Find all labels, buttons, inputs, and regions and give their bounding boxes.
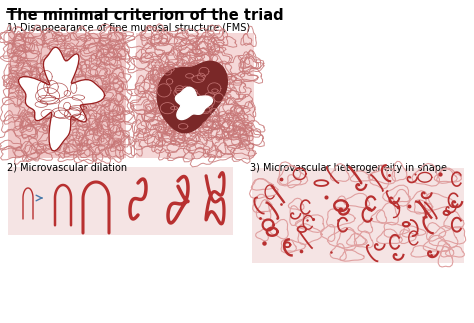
Bar — [8, 33, 126, 158]
Text: The minimal criterion of the triad: The minimal criterion of the triad — [7, 8, 283, 23]
Text: 3) Microvascular heterogeneity in shape: 3) Microvascular heterogeneity in shape — [250, 163, 447, 173]
Polygon shape — [157, 61, 227, 133]
Bar — [8, 167, 233, 235]
Bar — [252, 168, 464, 263]
Text: 1) Disappearance of fine mucosal structure (FMS): 1) Disappearance of fine mucosal structu… — [7, 23, 250, 33]
Text: 2) Microvascular dilation: 2) Microvascular dilation — [7, 163, 127, 173]
Polygon shape — [18, 47, 105, 151]
Polygon shape — [175, 87, 212, 120]
Bar — [136, 33, 254, 158]
